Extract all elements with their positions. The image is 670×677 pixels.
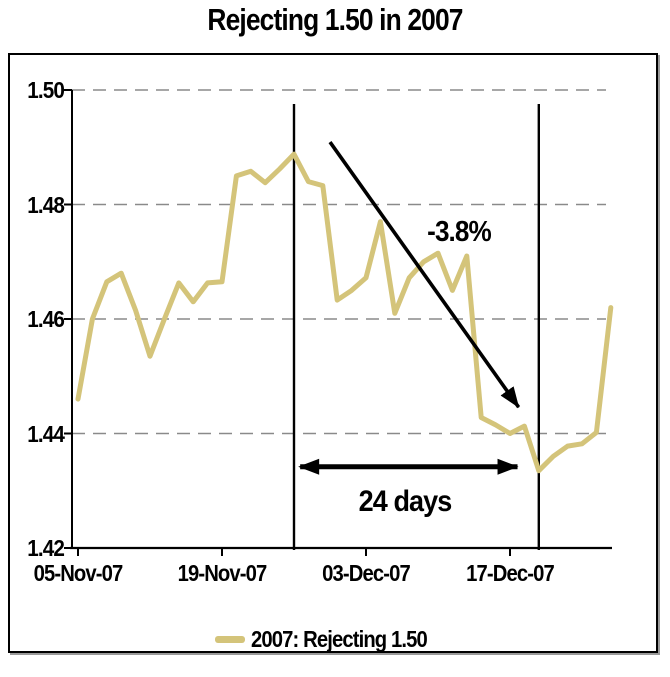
y-tick-label: 1.44 bbox=[27, 420, 65, 447]
legend-series-label: 2007: Rejecting 1.50 bbox=[251, 625, 428, 652]
chart-title: Rejecting 1.50 in 2007 bbox=[207, 2, 463, 37]
y-tick-label: 1.46 bbox=[27, 306, 65, 332]
y-tick-label: 1.42 bbox=[27, 535, 65, 561]
x-tick-label: 17-Dec-07 bbox=[466, 560, 555, 586]
x-tick-label: 03-Dec-07 bbox=[322, 560, 411, 586]
legend-line-swatch bbox=[215, 635, 246, 643]
y-tick-label: 1.48 bbox=[27, 191, 65, 218]
x-tick-label: 19-Nov-07 bbox=[177, 560, 268, 586]
series-line-2007 bbox=[75, 151, 614, 474]
x-tick-label: 05-Nov-07 bbox=[33, 560, 124, 586]
span-days-label: 24 days bbox=[358, 484, 452, 518]
y-tick-label: 1.50 bbox=[27, 77, 65, 103]
decline-percent-label: -3.8% bbox=[427, 216, 492, 249]
decline-arrow bbox=[328, 141, 521, 409]
legend: 2007: Rejecting 1.50 bbox=[8, 626, 658, 652]
chart-plot-border bbox=[8, 53, 658, 653]
